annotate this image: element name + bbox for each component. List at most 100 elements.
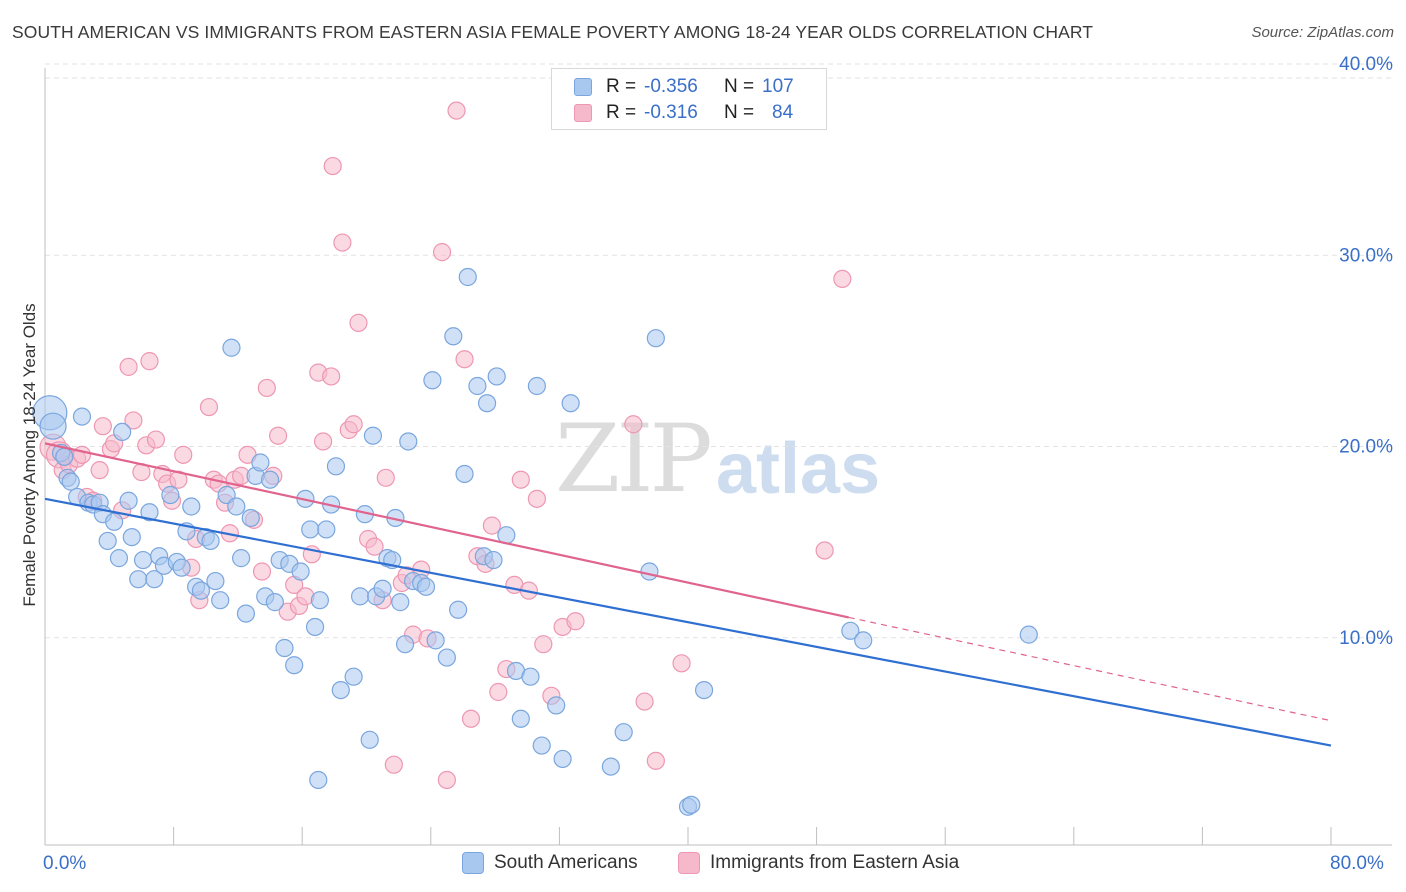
- blue-point-40: [241, 508, 260, 528]
- correlation-legend: R = -0.356 N = 107 R = -0.316 N = 84: [551, 68, 827, 130]
- blue-point-5: [61, 472, 80, 491]
- pink-point-13: [119, 357, 138, 376]
- blue-point-18: [129, 570, 148, 589]
- blue-point-86: [487, 367, 506, 386]
- blue-point-52: [301, 520, 320, 539]
- blue-point-47: [275, 638, 294, 658]
- blue-point-81: [458, 267, 477, 287]
- pink-point-18: [146, 430, 166, 449]
- blue-point-101: [682, 795, 701, 814]
- blue-point-89: [511, 709, 530, 728]
- pink-point-73: [511, 470, 530, 489]
- legend-swatch-pink: [574, 104, 592, 122]
- blue-point-37: [227, 497, 246, 516]
- pink-point-76: [534, 635, 553, 654]
- pink-point-79: [566, 612, 585, 631]
- pink-point-65: [455, 350, 474, 369]
- pink-point-50: [344, 415, 363, 434]
- blue-point-54: [310, 591, 329, 610]
- blue-point-69: [391, 593, 410, 612]
- blue-point-36: [222, 338, 241, 357]
- blue-point-26: [172, 558, 191, 577]
- pink-point-75: [527, 489, 546, 508]
- blue-point-50: [291, 562, 310, 581]
- blue-point-75: [426, 631, 445, 650]
- blue-point-53: [305, 617, 325, 637]
- source-credit: Source: ZipAtlas.com: [1251, 24, 1394, 41]
- blue-point-71: [399, 432, 418, 451]
- pink-point-47: [322, 367, 341, 386]
- pink-point-53: [365, 537, 384, 556]
- blue-point-91: [527, 376, 546, 396]
- blue-point-97: [614, 723, 633, 742]
- pink-point-14: [124, 411, 143, 430]
- y-tick-labels: 10.0% 20.0% 30.0% 40.0%: [1339, 54, 1393, 649]
- blue-point-94: [553, 749, 572, 769]
- pink-point-37: [257, 378, 276, 398]
- blue-point-16: [119, 491, 138, 510]
- pink-point-82: [646, 751, 665, 770]
- legend-n-value: 107: [762, 76, 794, 97]
- blue-point-34: [211, 591, 230, 610]
- blue-point-33: [206, 571, 225, 591]
- pink-point-48: [333, 233, 352, 252]
- legend-item-south-americans[interactable]: South Americans: [462, 852, 638, 874]
- blue-point-85: [484, 550, 503, 570]
- y-tick-label-2: 30.0%: [1339, 245, 1393, 266]
- blue-point-28: [182, 497, 201, 516]
- blue-point-20: [140, 503, 159, 522]
- pink-point-46: [313, 432, 333, 451]
- legend-r-value: -0.356: [644, 76, 698, 97]
- blue-point-104: [854, 631, 873, 650]
- pink-point-55: [376, 468, 395, 487]
- blue-point-13: [105, 512, 124, 531]
- trend-line-eastern-asia: [44, 442, 849, 619]
- pink-point-83: [672, 654, 691, 673]
- blue-point-78: [444, 327, 463, 346]
- pink-point-64: [447, 101, 466, 120]
- series-south-americans: [32, 267, 1038, 816]
- blue-point-39: [236, 604, 256, 623]
- pink-point-27: [199, 397, 219, 417]
- blue-point-60: [350, 587, 370, 606]
- legend-r-value: -0.316: [644, 102, 698, 123]
- pink-point-66: [461, 709, 481, 728]
- blue-point-76: [423, 371, 442, 390]
- pink-point-17: [140, 352, 159, 371]
- blue-point-103: [841, 621, 860, 640]
- pink-point-81: [635, 692, 654, 711]
- chart-title: SOUTH AMERICAN VS IMMIGRANTS FROM EASTER…: [12, 22, 1094, 42]
- x-tick-label-min: 0.0%: [43, 853, 87, 874]
- series-immigrants-eastern-asia: [39, 101, 852, 790]
- blue-point-90: [521, 667, 540, 686]
- pink-point-36: [252, 562, 272, 581]
- blue-point-17: [122, 527, 141, 547]
- y-axis-label: Female Poverty Among 18-24 Year Olds: [20, 303, 39, 607]
- blue-point-59: [344, 667, 363, 686]
- x-tick-label-max: 80.0%: [1330, 853, 1384, 874]
- blue-point-106: [309, 770, 328, 790]
- blue-point-21: [145, 570, 164, 589]
- blue-point-44: [260, 470, 280, 489]
- blue-point-80: [455, 464, 474, 484]
- pink-point-56: [384, 755, 403, 774]
- legend-item-eastern-asia[interactable]: Immigrants from Eastern Asia: [678, 852, 959, 874]
- y-tick-label-3: 40.0%: [1339, 54, 1393, 75]
- blue-point-32: [201, 531, 220, 551]
- pink-point-9: [93, 417, 112, 436]
- blue-point-77: [437, 648, 456, 667]
- blue-point-92: [532, 736, 551, 755]
- blue-point-7: [72, 407, 92, 426]
- blue-point-62: [360, 730, 379, 749]
- blue-point-58: [331, 680, 350, 700]
- blue-point-57: [326, 457, 346, 476]
- blue-point-82: [468, 376, 487, 396]
- blue-point-98: [640, 562, 659, 581]
- legend-label: South Americans: [494, 852, 638, 873]
- legend-r-label: R =: [606, 76, 637, 97]
- pink-point-69: [482, 516, 501, 535]
- pink-point-5: [72, 445, 92, 464]
- blue-point-14: [109, 549, 129, 568]
- pink-point-39: [268, 426, 288, 445]
- trend-lines: [44, 442, 1332, 747]
